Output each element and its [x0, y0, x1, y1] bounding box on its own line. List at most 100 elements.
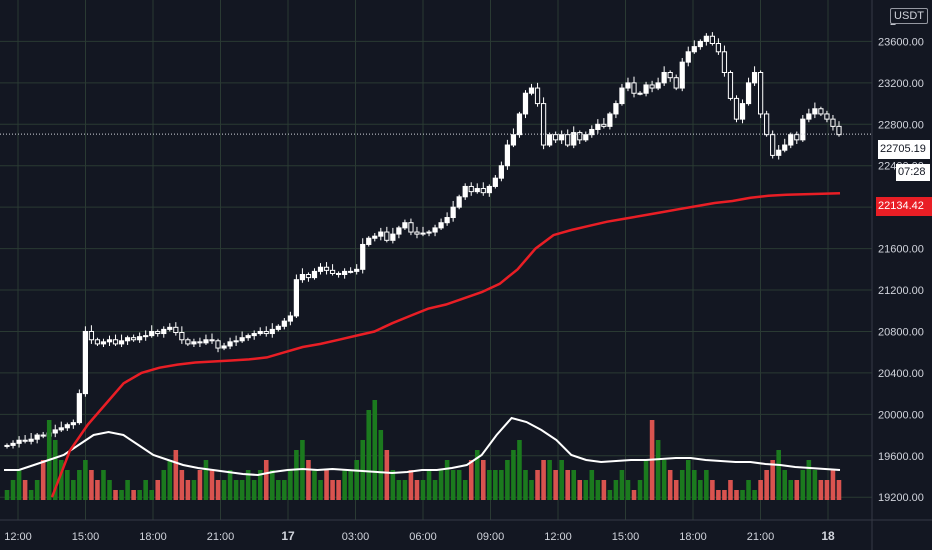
candle-body	[510, 134, 517, 146]
candle-body	[16, 439, 22, 444]
volume-bar	[487, 470, 492, 500]
volume-bar	[191, 480, 197, 500]
volume-bar	[462, 480, 468, 500]
candle-body	[40, 434, 46, 437]
candle-body	[233, 340, 239, 343]
candle-body	[438, 222, 444, 229]
y-tick-label: 20000.00	[878, 409, 924, 421]
currency-label[interactable]: USDT	[890, 8, 928, 24]
volume-bar	[631, 490, 637, 500]
volume-bar	[661, 460, 667, 500]
candle-body	[402, 222, 408, 229]
volume-bar	[52, 440, 58, 500]
volume-bar	[824, 480, 830, 500]
volume-bar	[306, 460, 311, 500]
volume-bar	[119, 490, 124, 500]
candle-body	[372, 235, 378, 239]
candle-body	[414, 231, 420, 235]
candle-body	[82, 330, 88, 395]
volume-bar	[637, 480, 643, 500]
y-tick-label: 23600.00	[878, 36, 924, 48]
candle-body	[323, 266, 330, 271]
volume-bar	[776, 450, 781, 500]
candle-body	[227, 341, 233, 347]
volume-bar	[571, 470, 577, 500]
candle-body	[546, 134, 553, 146]
volume-bar	[601, 480, 607, 500]
candle-body	[185, 339, 191, 345]
candle-body	[836, 125, 842, 136]
volume-bar	[366, 410, 372, 500]
volume-bar	[269, 470, 275, 500]
candle-body	[396, 227, 402, 235]
candle-body	[655, 82, 661, 89]
volume-bar	[402, 480, 408, 500]
volume-bar	[836, 480, 842, 500]
y-tick-label: 21200.00	[878, 285, 924, 297]
candle-body	[239, 337, 245, 342]
volume-bar	[499, 470, 504, 500]
volume-bar	[342, 470, 347, 500]
candle-body	[203, 339, 209, 344]
volume-bar	[257, 470, 263, 500]
volume-bar	[468, 460, 474, 500]
volume-bar	[167, 460, 173, 500]
volume-bar	[354, 460, 359, 500]
candle-body	[329, 269, 336, 274]
candle-body	[131, 337, 137, 341]
moving-average-tag: 22134.42	[876, 197, 932, 216]
volume-bar	[643, 460, 649, 500]
volume-bar	[529, 480, 534, 500]
candle-body	[739, 103, 746, 120]
candle-body	[366, 237, 372, 245]
x-tick-label: 21:00	[747, 531, 775, 543]
volume-bar	[408, 470, 414, 500]
volume-bar	[565, 470, 570, 500]
volume-bar	[390, 470, 396, 500]
volume-bar	[438, 470, 444, 500]
volume-bar	[65, 470, 70, 500]
candle-body	[601, 123, 607, 127]
volume-bar	[673, 480, 679, 500]
candle-body	[824, 113, 830, 120]
volume-bar	[384, 450, 390, 500]
volume-bar	[806, 460, 812, 500]
x-tick-label: 12:00	[4, 531, 32, 543]
volume-bar	[577, 480, 583, 500]
volume-bar	[794, 480, 800, 500]
candle-body	[70, 422, 76, 426]
volume-bar	[263, 460, 269, 500]
candle-body	[812, 108, 818, 115]
y-tick-label: 19200.00	[878, 492, 924, 504]
volume-bar	[740, 490, 745, 500]
volume-bar	[288, 470, 293, 500]
volume-bar	[535, 470, 540, 500]
candle-body	[613, 103, 619, 115]
candle-body	[516, 113, 523, 136]
volume-bar	[95, 480, 100, 500]
volume-bar	[209, 470, 215, 500]
volume-bar	[77, 470, 82, 500]
volume-bar	[179, 470, 185, 500]
volume-bar	[89, 470, 94, 500]
candle-body	[281, 320, 287, 327]
volume-bar	[420, 480, 426, 500]
candle-body	[426, 231, 432, 234]
candle-body	[100, 341, 107, 345]
candle-body	[571, 132, 577, 146]
y-tick-label: 19600.00	[878, 451, 924, 463]
volume-bar	[655, 440, 661, 500]
last-price-tag: 22705.19	[878, 140, 930, 159]
candle-body	[106, 339, 113, 343]
candle-body	[299, 274, 306, 281]
candle-body	[776, 149, 782, 156]
candle-body	[540, 103, 547, 146]
candle-body	[697, 40, 703, 48]
candle-body	[124, 337, 131, 342]
volume-bar	[348, 470, 353, 500]
volume-bar	[414, 480, 420, 500]
volume-bar	[770, 460, 775, 500]
volume-bar	[800, 470, 806, 500]
candle-body	[577, 132, 583, 141]
